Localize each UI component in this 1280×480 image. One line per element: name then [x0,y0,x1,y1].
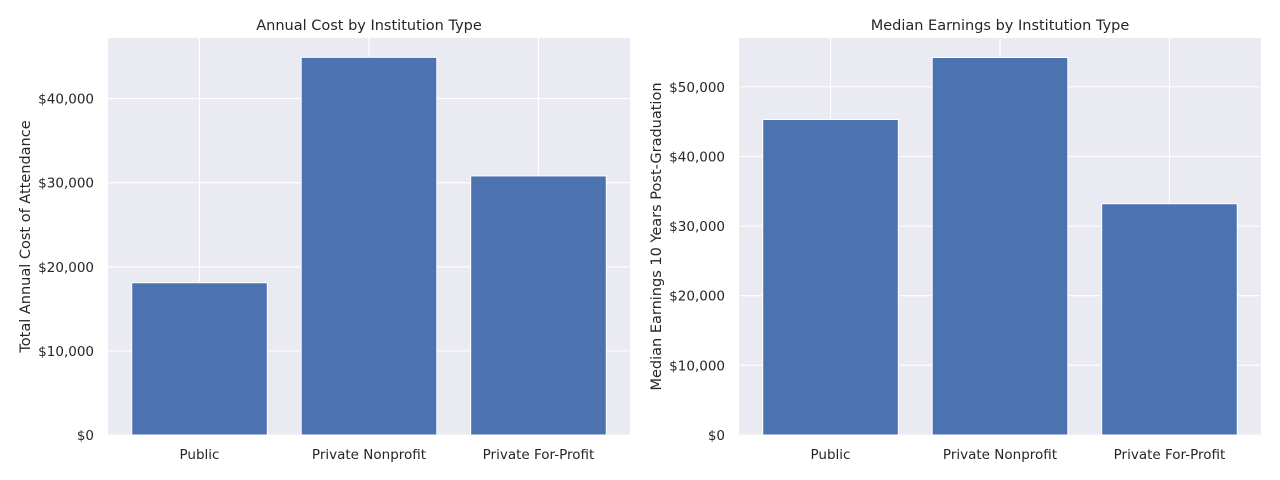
bar [931,57,1069,436]
x-tick-labels: Public Private Nonprofit Private For-Profi… [180,447,595,463]
y-tick-label: $30,000 [669,219,725,235]
bar [762,118,899,436]
chart-title: Median Earnings by Institution Type [871,18,1130,34]
y-tick-label: $30,000 [38,176,94,192]
bars [762,57,1238,436]
bar [131,282,268,436]
y-tick-label: $0 [77,428,94,444]
bar [470,175,607,436]
y-tick-label: $20,000 [669,289,725,305]
x-tick-label: Public [180,447,220,463]
y-tick-label: $40,000 [669,149,725,165]
bar [1101,203,1238,436]
chart-annual-cost: $0 $10,000 $20,000 $30,000 $40,000 Public Pri… [18,18,630,463]
y-tick-label: $0 [708,428,725,444]
y-tick-label: $40,000 [38,92,94,108]
y-tick-label: $20,000 [38,260,94,276]
bars [131,56,607,436]
chart-title: Annual Cost by Institution Type [256,18,482,34]
x-tick-label: Private Nonprofit [312,447,426,463]
x-tick-label: Private For-Profit [483,447,595,463]
y-axis-label: Median Earnings 10 Years Post-Graduation [649,82,665,390]
y-tick-label: $10,000 [669,358,725,374]
y-axis-label: Total Annual Cost of Attendance [18,120,34,353]
y-tick-label: $50,000 [669,80,725,96]
bar [300,56,438,436]
x-tick-label: Public [811,447,851,463]
x-tick-label: Private For-Profit [1114,447,1226,463]
x-tick-labels: Public Private Nonprofit Private For-Profi… [811,447,1226,463]
chart-median-earnings: $0 $10,000 $20,000 $30,000 $40,000 $50,000 Pu… [649,18,1261,463]
x-tick-label: Private Nonprofit [943,447,1057,463]
y-tick-labels: $0 $10,000 $20,000 $30,000 $40,000 $50,000 [669,80,725,444]
y-tick-labels: $0 $10,000 $20,000 $30,000 $40,000 [38,92,94,444]
y-tick-label: $10,000 [38,344,94,360]
